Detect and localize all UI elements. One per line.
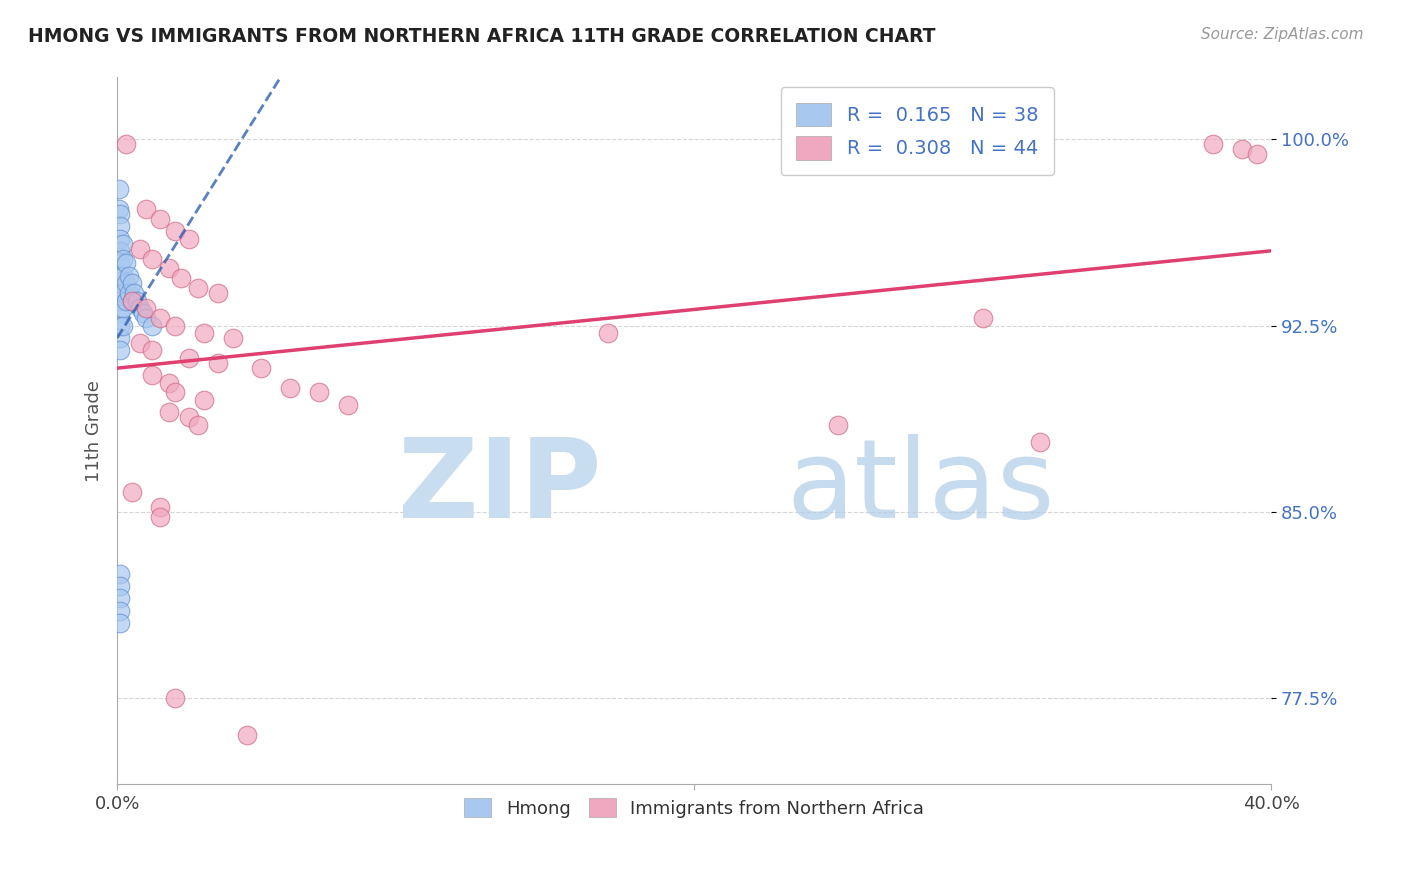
Point [111, 252, 134, 266]
Point [111, 236, 134, 251]
Point [129, 301, 152, 315]
Point [108, 306, 131, 320]
Point [157, 405, 180, 419]
Point [157, 376, 180, 390]
Point [221, 331, 243, 345]
Point [207, 356, 229, 370]
Point [121, 484, 143, 499]
Point [135, 311, 157, 326]
Point [193, 392, 215, 407]
Point [827, 417, 849, 432]
Point [108, 566, 131, 581]
Point [163, 224, 186, 238]
Point [250, 360, 273, 375]
Point [1246, 147, 1268, 161]
Point [108, 591, 131, 606]
Point [179, 351, 201, 365]
Point [1202, 137, 1225, 152]
Point [108, 281, 131, 295]
Point [135, 301, 157, 315]
Text: Source: ZipAtlas.com: Source: ZipAtlas.com [1201, 27, 1364, 42]
Text: atlas: atlas [786, 434, 1054, 541]
Point [336, 398, 359, 412]
Point [596, 326, 619, 340]
Point [149, 311, 172, 326]
Point [108, 232, 131, 246]
Point [127, 293, 149, 308]
Point [108, 207, 131, 221]
Point [163, 385, 186, 400]
Point [187, 281, 209, 295]
Point [108, 604, 131, 618]
Point [118, 268, 141, 283]
Point [1232, 142, 1254, 156]
Point [972, 311, 994, 326]
Point [108, 318, 131, 333]
Point [149, 211, 172, 226]
Point [179, 232, 201, 246]
Point [149, 509, 172, 524]
Point [108, 331, 131, 345]
Point [132, 306, 155, 320]
Point [108, 579, 131, 593]
Point [108, 616, 131, 631]
Point [157, 261, 180, 276]
Point [236, 728, 259, 742]
Point [111, 268, 134, 283]
Point [278, 380, 301, 394]
Y-axis label: 11th Grade: 11th Grade [86, 380, 103, 482]
Point [308, 385, 330, 400]
Point [108, 219, 131, 234]
Point [1029, 435, 1052, 450]
Point [107, 202, 129, 216]
Point [163, 318, 186, 333]
Point [121, 293, 143, 308]
Point [108, 293, 131, 308]
Point [141, 252, 163, 266]
Point [108, 268, 131, 283]
Point [129, 335, 152, 350]
Point [141, 343, 163, 358]
Point [169, 271, 191, 285]
Point [115, 277, 138, 291]
Point [121, 293, 143, 308]
Point [179, 410, 201, 425]
Point [149, 500, 172, 514]
Point [124, 286, 146, 301]
Point [207, 286, 229, 301]
Point [163, 690, 186, 705]
Point [111, 318, 134, 333]
Point [115, 256, 138, 270]
Text: HMONG VS IMMIGRANTS FROM NORTHERN AFRICA 11TH GRADE CORRELATION CHART: HMONG VS IMMIGRANTS FROM NORTHERN AFRICA… [28, 27, 935, 45]
Point [115, 137, 138, 152]
Legend: Hmong, Immigrants from Northern Africa: Hmong, Immigrants from Northern Africa [457, 791, 931, 825]
Point [108, 244, 131, 258]
Point [107, 182, 129, 196]
Point [121, 277, 143, 291]
Point [193, 326, 215, 340]
Point [141, 318, 163, 333]
Point [115, 293, 138, 308]
Text: ZIP: ZIP [398, 434, 602, 541]
Point [111, 286, 134, 301]
Point [135, 202, 157, 216]
Point [111, 301, 134, 315]
Point [187, 417, 209, 432]
Point [129, 242, 152, 256]
Point [108, 343, 131, 358]
Point [118, 286, 141, 301]
Point [141, 368, 163, 383]
Point [108, 256, 131, 270]
